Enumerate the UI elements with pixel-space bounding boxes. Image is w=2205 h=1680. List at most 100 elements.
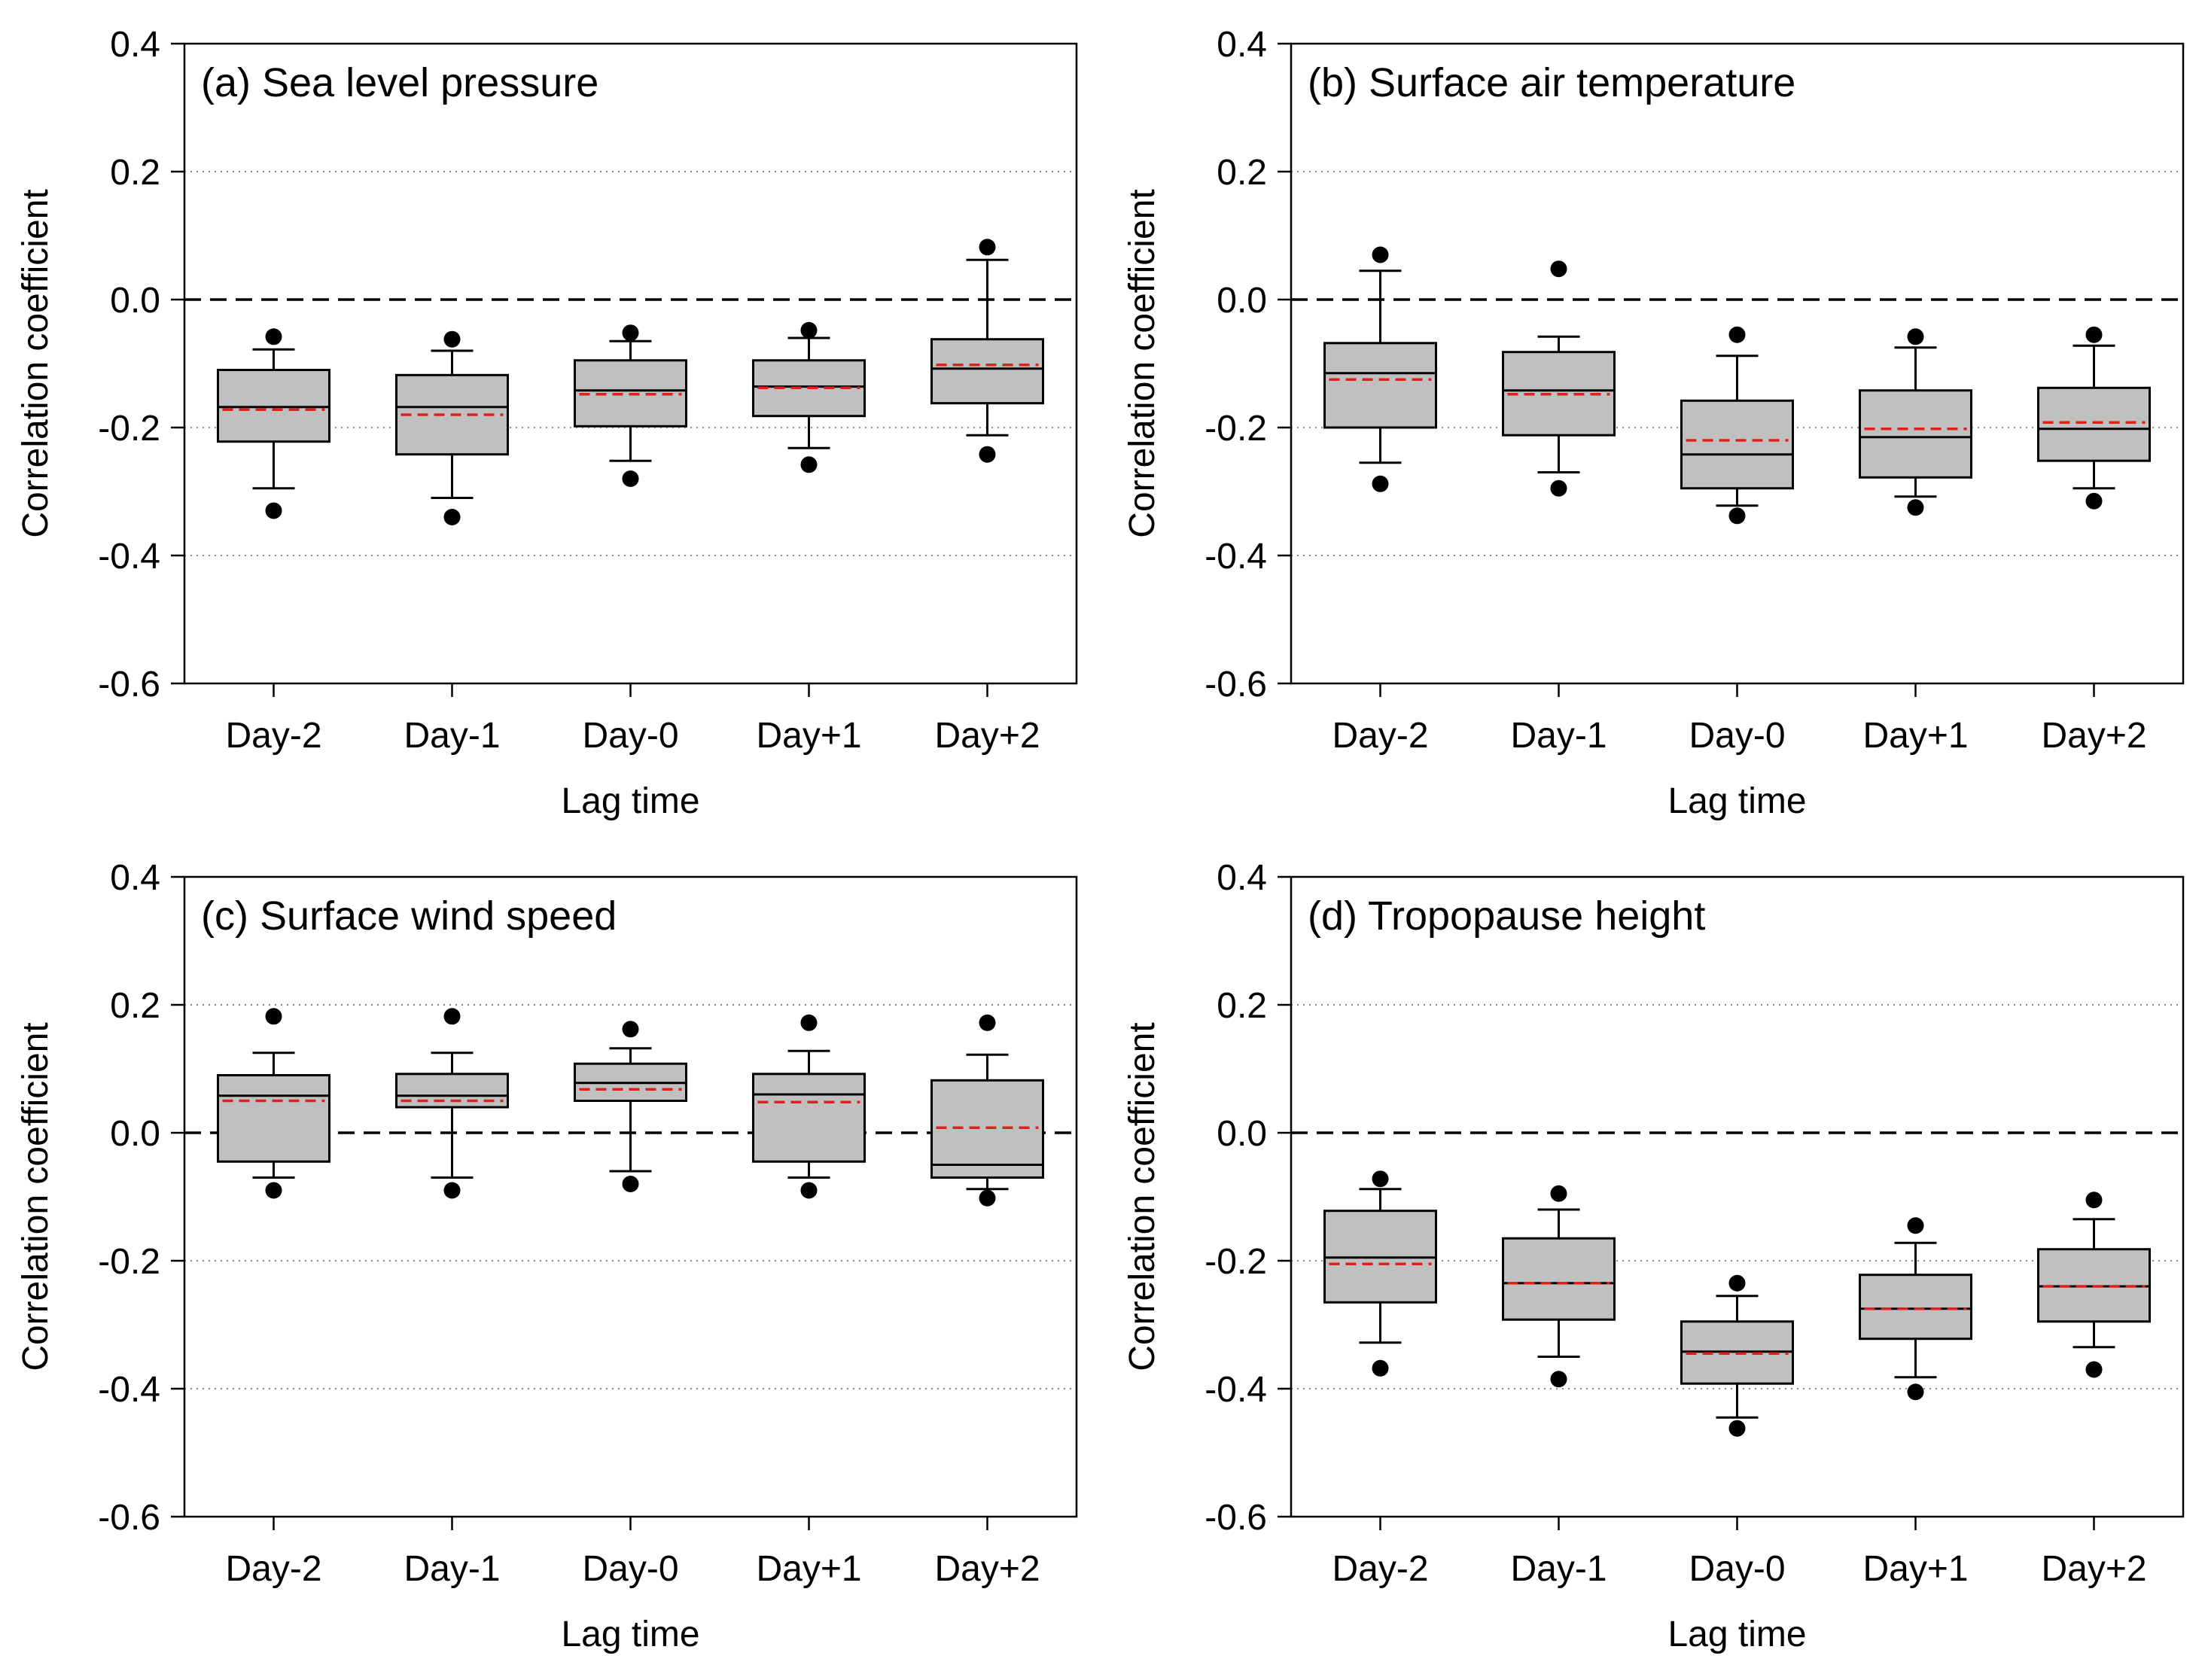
outlier-point [800, 1182, 818, 1199]
outlier-point [1372, 475, 1389, 492]
y-axis-ticks: -0.6 -0.4 -0.2 0.0 0.2 0.4 [98, 858, 184, 1538]
panel-title: (d) Tropopause height [1308, 893, 1705, 939]
y-axis-label: Correlation coefficient [16, 1022, 56, 1371]
iqr-box [1680, 399, 1794, 490]
outlier-point [443, 1008, 461, 1025]
outlier-point [2085, 1192, 2103, 1209]
box-day-2 [1323, 246, 1437, 492]
x-tick-label: Day+1 [756, 716, 861, 756]
x-tick-label: Day+2 [2041, 1549, 2146, 1589]
outlier-point [2085, 492, 2103, 510]
outlier-point [265, 1182, 282, 1199]
box-day-2 [217, 328, 330, 519]
y-axis-ticks: -0.6 -0.4 -0.2 0.0 0.2 0.4 [1205, 25, 1291, 705]
y-tick-label: 0.0 [110, 1114, 160, 1154]
outlier-point [1728, 507, 1746, 525]
outlier-point [1907, 1217, 1924, 1234]
x-tick-label: Day-0 [582, 1549, 678, 1589]
x-tick-label: Day-2 [225, 716, 321, 756]
boxplots [217, 1008, 1044, 1207]
y-tick-label: 0.2 [110, 153, 160, 193]
x-tick-label: Day+2 [2041, 716, 2146, 756]
y-tick-label: -0.4 [1205, 1370, 1267, 1410]
boxplots [1323, 246, 2151, 525]
y-tick-label: -0.4 [98, 537, 160, 577]
outlier-point [443, 330, 461, 348]
y-tick-label: -0.6 [98, 665, 160, 705]
iqr-box [930, 338, 1044, 405]
outlier-point [1728, 1420, 1746, 1437]
y-tick-label: 0.0 [110, 281, 160, 321]
outlier-point [800, 456, 818, 473]
grid-lines [184, 1004, 1077, 1389]
y-tick-label: 0.2 [1217, 153, 1267, 193]
x-axis-ticks: Day-2 Day-1 Day-0 Day+1 Day+2 [225, 1517, 1040, 1589]
iqr-box [752, 1073, 866, 1163]
outlier-point [1372, 1170, 1389, 1188]
x-axis-ticks: Day-2 Day-1 Day-0 Day+1 Day+2 [1332, 1517, 2147, 1589]
outlier-point [2085, 1361, 2103, 1378]
outlier-point [1728, 1274, 1746, 1292]
y-tick-label: 0.4 [110, 858, 160, 898]
y-tick-label: -0.2 [98, 409, 160, 449]
box-day-0 [1680, 326, 1794, 525]
box-dayplus2 [930, 239, 1044, 463]
boxplots [217, 239, 1044, 525]
x-tick-label: Day-1 [1510, 716, 1607, 756]
outlier-point [443, 1182, 461, 1199]
box-dayplus1 [1859, 328, 1972, 516]
outlier-point [265, 502, 282, 519]
y-tick-label: 0.0 [1217, 1114, 1267, 1154]
y-axis-label: Correlation coefficient [1122, 189, 1162, 537]
box-day-1 [395, 330, 509, 525]
outlier-point [1550, 1371, 1567, 1388]
x-tick-label: Day+2 [934, 716, 1040, 756]
y-tick-label: -0.2 [1205, 409, 1267, 449]
outlier-point [622, 1176, 639, 1192]
outlier-point [1372, 246, 1389, 263]
outlier-point [622, 470, 639, 487]
y-tick-label: -0.6 [1205, 1498, 1267, 1538]
outlier-point [800, 1014, 818, 1031]
y-tick-label: -0.2 [1205, 1242, 1267, 1282]
box-day-0 [574, 324, 687, 487]
y-tick-label: 0.4 [1217, 858, 1267, 898]
y-axis-ticks: -0.6 -0.4 -0.2 0.0 0.2 0.4 [1205, 858, 1291, 1538]
outlier-point [1372, 1359, 1389, 1377]
y-tick-label: -0.4 [1205, 537, 1267, 577]
outlier-point [979, 1189, 996, 1207]
panel-title: (b) Surface air temperature [1308, 60, 1795, 105]
panel-c: -0.6-0.4-0.20.00.20.4 Day-2 Day-1 Day-0 Day… [16, 858, 1078, 1654]
outlier-point [2085, 326, 2103, 343]
x-tick-label: Day+2 [934, 1549, 1040, 1589]
y-tick-label: 0.2 [110, 986, 160, 1026]
y-tick-label: 0.2 [1217, 986, 1267, 1026]
y-axis-ticks: -0.6 -0.4 -0.2 0.0 0.2 0.4 [98, 25, 184, 705]
iqr-box [1859, 1274, 1972, 1341]
box-day-1 [1502, 1185, 1616, 1388]
outlier-point [1907, 1383, 1924, 1401]
x-tick-label: Day-0 [1689, 1549, 1785, 1589]
panel-title: (a) Sea level pressure [201, 60, 598, 105]
x-tick-label: Day-2 [1332, 1549, 1428, 1589]
box-day-1 [395, 1008, 509, 1199]
outlier-point [1728, 326, 1746, 343]
x-tick-label: Day-1 [404, 1549, 500, 1589]
outlier-point [979, 1014, 996, 1031]
iqr-box [1323, 342, 1437, 429]
outlier-point [1550, 1185, 1567, 1202]
box-day-2 [1323, 1170, 1437, 1377]
y-tick-label: 0.0 [1217, 281, 1267, 321]
x-tick-label: Day+1 [1862, 716, 1968, 756]
box-dayplus1 [752, 1014, 866, 1199]
x-axis-ticks: Day-2 Day-1 Day-0 Day+1 Day+2 [225, 683, 1040, 756]
y-tick-label: -0.4 [98, 1370, 160, 1410]
x-axis-label: Lag time [1667, 1615, 1806, 1654]
outlier-point [1907, 328, 1924, 345]
box-day-1 [1502, 260, 1616, 497]
outlier-point [800, 321, 818, 339]
x-tick-label: Day-0 [1689, 716, 1785, 756]
x-tick-label: Day-0 [582, 716, 678, 756]
